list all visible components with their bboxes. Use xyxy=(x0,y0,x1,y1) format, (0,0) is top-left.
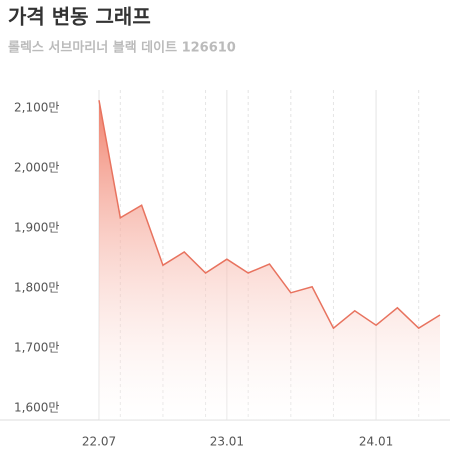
y-tick-label: 1,700만 xyxy=(14,341,59,355)
y-tick-label: 2,100만 xyxy=(14,101,59,115)
y-tick-label: 1,600만 xyxy=(14,401,59,415)
chart-title: 가격 변동 그래프 xyxy=(8,5,151,29)
chart-subtitle: 롤렉스 서브마리너 블랙 데이트 126610 xyxy=(8,40,236,56)
y-tick-label: 1,800만 xyxy=(14,281,59,295)
y-tick-label: 2,000만 xyxy=(14,161,59,175)
x-tick-label: 22.07 xyxy=(82,435,116,449)
x-tick-label: 23.01 xyxy=(210,435,244,449)
x-tick-label: 24.01 xyxy=(359,435,393,449)
price-line xyxy=(98,100,441,330)
y-tick-label: 1,900만 xyxy=(14,221,59,235)
area-fill xyxy=(99,100,440,420)
